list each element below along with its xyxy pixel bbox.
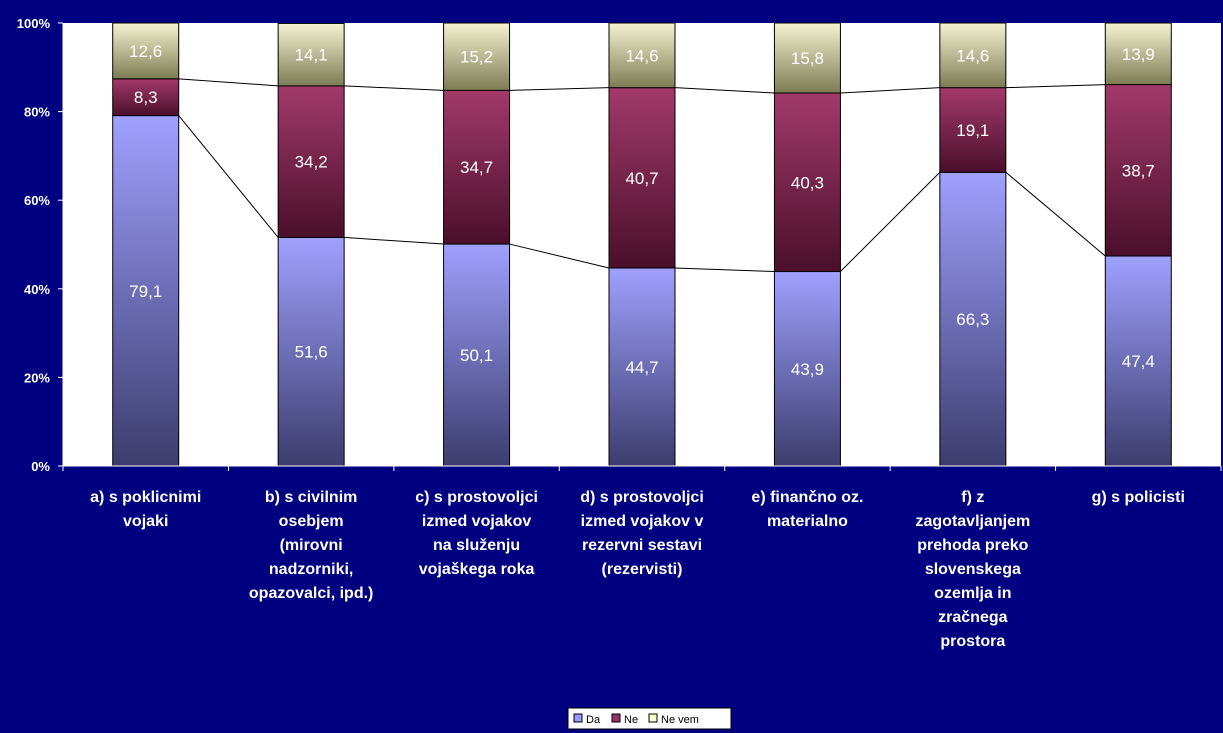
bar-da-1 [112,115,180,467]
legend-label: Da [586,714,601,726]
bar-ne-vem-1 [112,22,180,80]
legend-swatch [648,713,658,723]
data-label: 66,3 [956,310,989,329]
data-label: 14,6 [956,46,989,65]
bar-ne-2 [277,85,345,238]
data-label: 40,7 [625,169,658,188]
data-label: 79,1 [129,282,162,301]
data-label: 43,9 [791,360,824,379]
series-line [674,267,775,273]
category-label: b) s civilnim osebjem (mirovni nadzorniki, o… [249,489,373,602]
series-line [1005,171,1106,257]
series-line [344,85,444,91]
series-line [509,243,610,269]
bar-ne-vem-4 [608,22,676,89]
data-label: 47,4 [1122,352,1155,371]
bar-ne-3 [443,89,511,245]
legend-swatch [611,713,621,723]
data-label: 44,7 [625,358,658,377]
category-label: e) finančno oz. materialno [751,489,863,530]
legend-swatch [573,713,583,723]
legend-label: Ne vem [661,714,699,726]
y-tick-label: 80% [24,105,50,120]
data-label: 14,1 [295,46,328,65]
bar-da-5 [773,271,841,467]
series-line [674,87,775,94]
bar-da-6 [939,171,1007,467]
bar-ne-6 [939,87,1007,173]
bar-ne-5 [773,92,841,273]
series-line [509,87,610,91]
data-label: 34,7 [460,158,493,177]
bar-da-7 [1104,255,1172,467]
data-label: 12,6 [129,42,162,61]
y-tick-label: 40% [24,282,50,297]
y-tick-label: 60% [24,193,50,208]
series-line [178,115,279,238]
data-label: 8,3 [134,88,158,107]
bar-ne-4 [608,87,676,269]
category-label: g) s policisti [1092,489,1185,506]
bar-ne-vem-3 [443,22,511,91]
bar-da-2 [277,236,345,467]
series-line [840,171,941,272]
category-label: d) s prostovoljci izmed vojakov v rezervni… [580,489,704,578]
data-label: 14,6 [625,46,658,65]
bar-ne-7 [1104,84,1172,257]
bar-ne-vem-5 [773,22,841,94]
data-label: 51,6 [295,343,328,362]
bar-ne-vem-7 [1104,22,1172,86]
y-tick-label: 20% [24,370,50,385]
series-line [178,78,279,87]
data-label: 40,3 [791,173,824,192]
series-line [840,87,940,94]
data-label: 15,8 [791,49,824,68]
y-tick-label: 100% [17,16,51,31]
category-label: c) s prostovoljci izmed vojakov na služenj… [415,489,538,578]
bar-ne-vem-6 [939,22,1007,89]
legend-label: Ne [624,714,638,726]
category-label: a) s poklicnimi vojaki [90,489,201,530]
data-label: 50,1 [460,346,493,365]
bar-da-4 [608,267,676,467]
bar-ne-vem-2 [277,22,345,87]
data-label: 13,9 [1122,45,1155,64]
series-line [344,236,444,245]
series-line [1005,84,1106,89]
bar-da-3 [443,243,511,467]
data-label: 38,7 [1122,161,1155,180]
data-label: 15,2 [460,48,493,67]
data-label: 34,2 [295,153,328,172]
category-label: f) z zagotavljanjem prehoda preko slovenske… [916,489,1031,650]
data-label: 19,1 [956,121,989,140]
y-tick-label: 0% [31,459,50,474]
